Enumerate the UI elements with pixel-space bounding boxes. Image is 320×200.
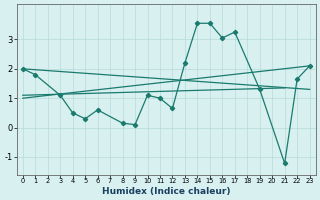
X-axis label: Humidex (Indice chaleur): Humidex (Indice chaleur) [102, 187, 230, 196]
